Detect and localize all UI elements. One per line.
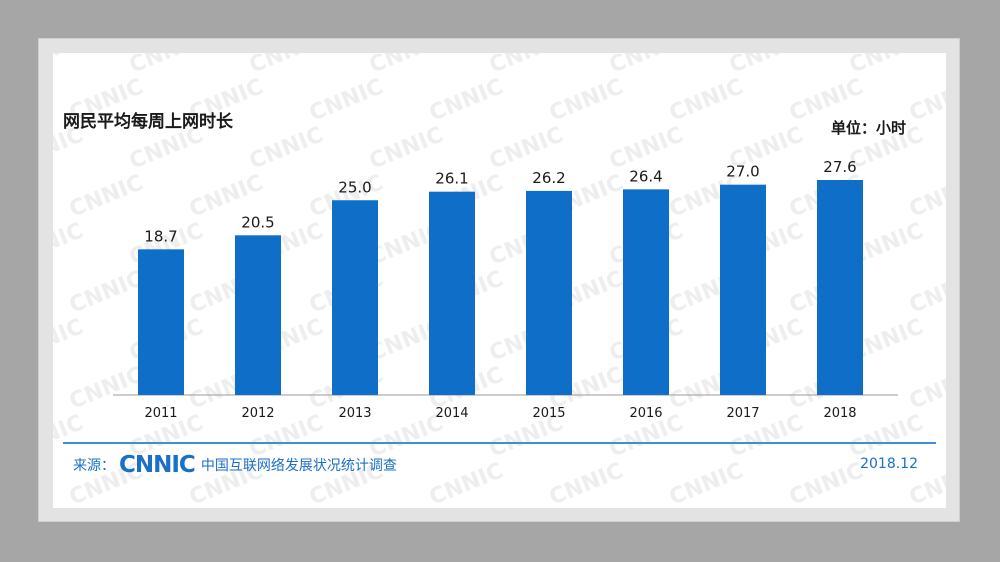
bar-2013 (332, 200, 378, 395)
bar-2012 (235, 235, 281, 395)
x-tick-label-2016: 2016 (629, 406, 662, 421)
source-label: 来源： (73, 458, 115, 474)
data-label-2013: 25.0 (338, 178, 371, 196)
source-org: 中国互联网络发展状况统计调查 (200, 458, 397, 474)
data-label-2011: 18.7 (144, 227, 177, 245)
bar-2015 (526, 190, 572, 395)
data-label-2012: 20.5 (241, 213, 274, 231)
cnnic-logo: CNNIC (119, 451, 196, 478)
x-tick-label-2018: 2018 (823, 406, 856, 421)
bar-2017 (720, 184, 766, 395)
watermark-text: CNNIC (546, 458, 627, 508)
x-tick-label-2012: 2012 (241, 406, 274, 421)
bar-2011 (138, 249, 184, 395)
watermark-text: CNNIC (666, 458, 747, 508)
bar-2016 (623, 189, 669, 395)
x-tick-label-2011: 2011 (144, 406, 177, 421)
data-label-2014: 26.1 (435, 170, 468, 188)
data-label-2015: 26.2 (532, 169, 565, 187)
watermark-text: CNNIC (426, 458, 507, 508)
bar-2014 (429, 191, 475, 395)
data-label-2017: 27.0 (726, 163, 759, 181)
x-tick-label-2015: 2015 (532, 406, 565, 421)
data-label-2016: 26.4 (629, 167, 662, 185)
footer-date: 2018.12 (860, 456, 918, 472)
footer-divider (63, 442, 936, 444)
watermark-text: CNNIC (786, 458, 867, 508)
x-tick-label-2014: 2014 (435, 406, 468, 421)
unit-label: 单位：小时 (830, 119, 906, 137)
x-tick-label-2017: 2017 (726, 406, 759, 421)
slide-card: CNNIC CNNIC CNNIC CNNIC CNNIC CNNIC CNNIC CNNIC… (53, 53, 946, 508)
x-tick-label-2013: 2013 (338, 406, 371, 421)
bar-2018 (817, 180, 863, 395)
chart-title: 网民平均每周上网时长 (63, 112, 233, 132)
bar-chart: 18.7 2011 20.5 2012 25.0 2013 26.1 2014 26.2 2015… (113, 158, 898, 421)
data-label-2018: 27.6 (823, 158, 856, 176)
footer-source: 来源： CNNIC 中国互联网络发展状况统计调查 (73, 453, 397, 477)
